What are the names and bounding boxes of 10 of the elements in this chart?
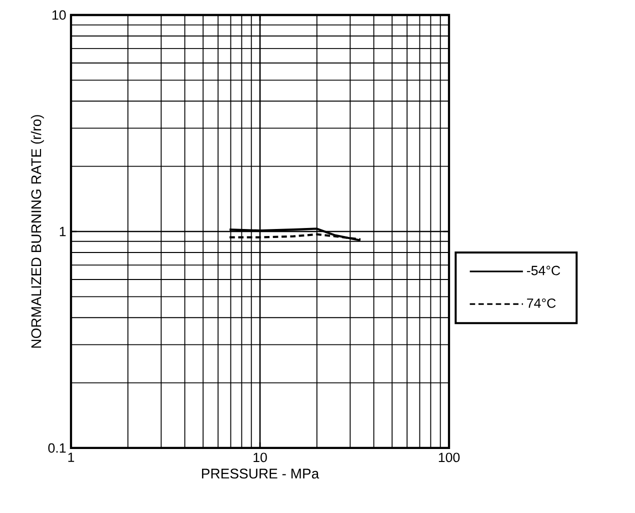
x-tick-label: 100 [438, 452, 460, 462]
x-axis-title: PRESSURE - MPa [202, 468, 320, 479]
legend-label: 74°C [527, 298, 556, 308]
y-tick-label: 0.1 [48, 443, 66, 453]
y-axis-title: NORMALIZED BURNING RATE (r/ro) [30, 115, 44, 348]
y-tick-label: 1 [60, 226, 66, 236]
y-tick-label: 10 [52, 10, 66, 20]
legend-label: -54°C [526, 266, 560, 276]
x-tick-label: 10 [254, 452, 267, 462]
x-tick-label: 1 [68, 452, 74, 462]
